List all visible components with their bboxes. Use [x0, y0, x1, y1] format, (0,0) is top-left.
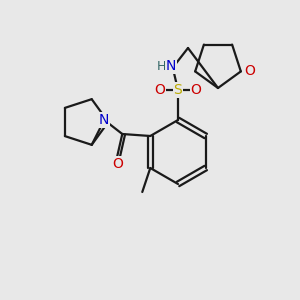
Text: O: O: [112, 157, 123, 171]
Text: N: N: [166, 59, 176, 73]
Text: O: O: [154, 83, 165, 97]
Text: H: H: [156, 59, 166, 73]
Text: N: N: [99, 113, 110, 127]
Text: O: O: [190, 83, 201, 97]
Text: S: S: [174, 83, 182, 97]
Text: O: O: [244, 64, 255, 78]
